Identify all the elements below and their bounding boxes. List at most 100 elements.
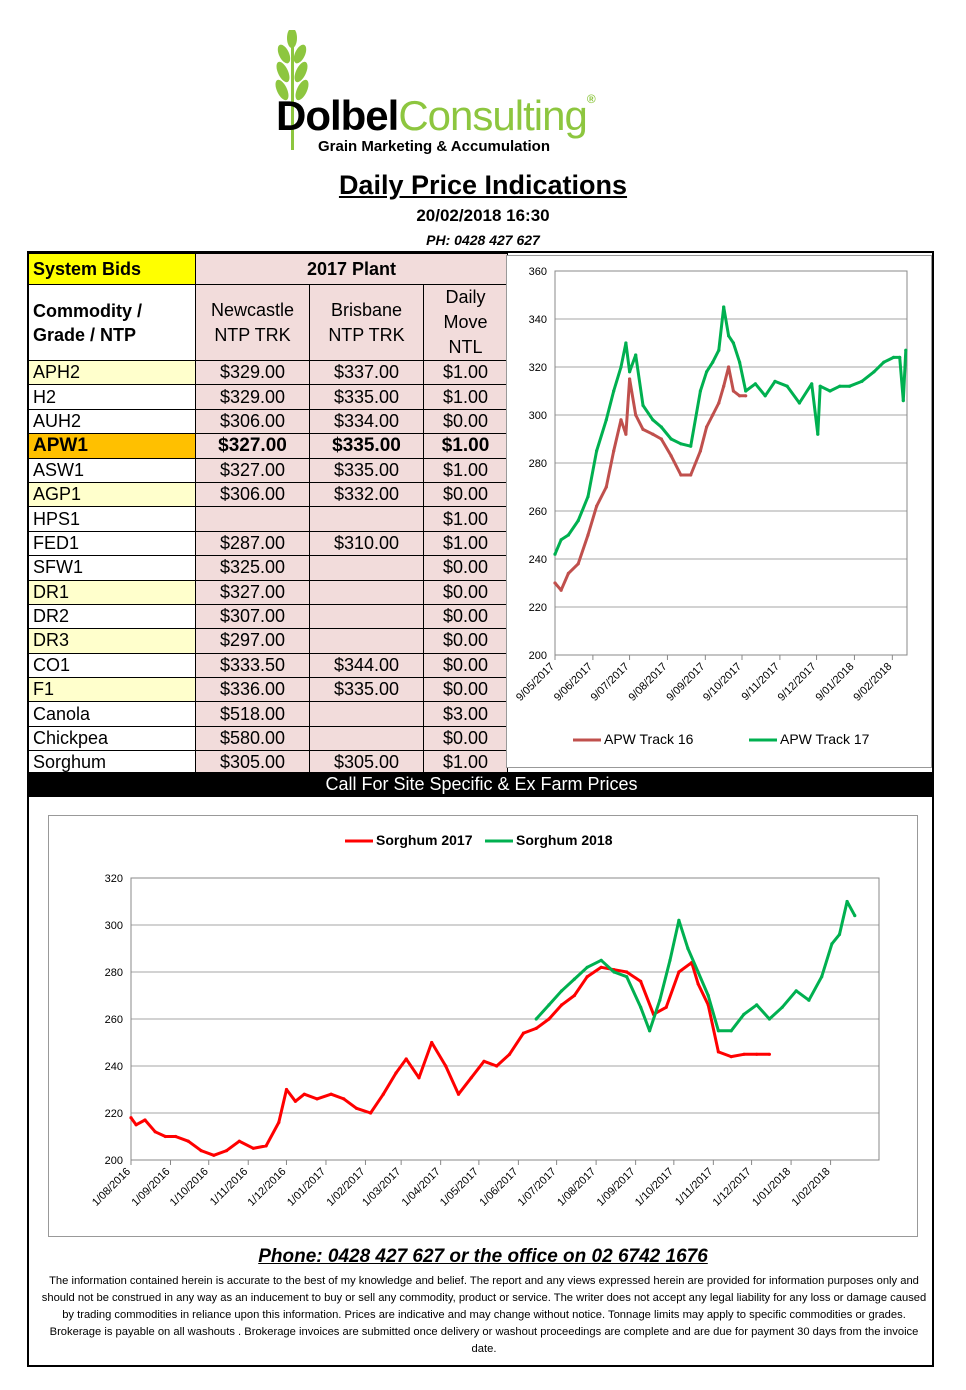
data-point (853, 914, 857, 918)
data-point (612, 389, 616, 393)
data-point (727, 334, 731, 338)
data-point (534, 1017, 538, 1021)
data-point (251, 1146, 255, 1150)
table-row: DR3 $297.00 $0.00 (28, 628, 508, 654)
x-tick-label: 1/05/2017 (438, 1166, 481, 1209)
table-row: FED1 $287.00 $310.00 $1.00 (28, 530, 508, 557)
x-tick-label: 1/03/2017 (360, 1166, 403, 1209)
legend-label: Sorghum 2017 (376, 832, 473, 848)
brisbane-price: $305.00 (309, 750, 424, 776)
data-point (810, 382, 814, 386)
data-point (651, 432, 655, 436)
daily-move: $3.00 (423, 701, 508, 727)
data-point (711, 413, 715, 417)
y-tick-label: 280 (529, 458, 547, 470)
x-tick-label: 1/10/2016 (168, 1166, 211, 1209)
data-point (354, 1106, 359, 1110)
data-point (641, 403, 645, 407)
page-title: Daily Price Indications (338, 170, 628, 200)
data-point (711, 360, 715, 364)
data-point (572, 977, 577, 981)
grade-cell: SFW1 (28, 555, 196, 581)
report-frame (27, 251, 934, 1367)
newcastle-price: $306.00 (195, 408, 310, 435)
data-point (705, 425, 709, 429)
x-tick-label: 9/09/2017 (664, 661, 707, 704)
daily-move: $1.00 (423, 359, 508, 386)
brisbane-price: $332.00 (309, 481, 424, 508)
data-point (744, 394, 748, 398)
x-tick-label: 1/12/2017 (711, 1166, 754, 1209)
brisbane-price: $335.00 (309, 677, 424, 703)
data-point (212, 1153, 216, 1157)
data-point (264, 1144, 268, 1148)
x-tick-label: 1/09/2017 (595, 1166, 638, 1209)
data-point (634, 353, 638, 357)
data-point (430, 1040, 434, 1045)
daily-move: $0.00 (423, 555, 508, 581)
grade-cell: AGP1 (28, 481, 196, 508)
grade-cell: H2 (28, 384, 196, 410)
newcastle-price: $327.00 (195, 433, 310, 459)
data-point (369, 1111, 373, 1115)
table-row: DR2 $307.00 $0.00 (28, 603, 508, 630)
x-tick-label: 1/08/2017 (555, 1166, 598, 1209)
call-banner: Call For Site Specific & Ex Farm Prices (29, 772, 934, 797)
table-row: ASW1 $327.00 $335.00 $1.00 (28, 457, 508, 483)
data-point (639, 1005, 643, 1009)
data-point (381, 1092, 385, 1096)
newcastle-price (195, 506, 310, 532)
data-point (315, 1097, 319, 1101)
x-tick-label: 9/05/2017 (514, 661, 557, 704)
data-point (585, 965, 589, 969)
daily-move: $1.00 (423, 433, 508, 459)
data-point (727, 365, 731, 369)
data-point (785, 384, 789, 388)
x-tick-label: 9/08/2017 (626, 661, 669, 704)
newcastle-price: $305.00 (195, 750, 310, 776)
system-bids-label: System Bids (28, 253, 196, 285)
data-point (553, 581, 557, 585)
data-point (705, 370, 709, 374)
data-point (586, 495, 590, 499)
data-point (586, 533, 590, 537)
data-point (624, 432, 628, 436)
data-point (716, 1029, 721, 1033)
daily-move: $0.00 (423, 579, 508, 605)
data-point (742, 1012, 746, 1016)
x-tick-label: 1/01/2017 (285, 1166, 328, 1209)
daily-move: $1.00 (423, 750, 508, 776)
data-point (559, 588, 563, 592)
data-point (860, 379, 864, 383)
daily-move: $0.00 (423, 408, 508, 435)
brisbane-price: $335.00 (309, 433, 424, 459)
data-point (669, 454, 673, 458)
data-point (668, 958, 672, 962)
sorghum-chart: 200 220 240 260 280 300 320 1/08/2016 1/09/2016 1… (48, 815, 918, 1237)
table-row: F1 $336.00 $335.00 $0.00 (28, 677, 508, 703)
brisbane-price: $335.00 (309, 384, 424, 410)
commodity-header: Commodity / Grade / NTP (28, 284, 196, 361)
data-point (882, 360, 886, 364)
brisbane-price: $310.00 (309, 530, 424, 557)
data-point (456, 1092, 461, 1096)
data-point (469, 1076, 473, 1080)
grade-cell: APH2 (28, 359, 196, 386)
data-point (706, 993, 710, 998)
data-point (828, 389, 832, 393)
data-point (639, 979, 643, 983)
newcastle-price: $518.00 (195, 701, 310, 727)
data-point (342, 1097, 346, 1101)
data-point (763, 394, 767, 398)
brisbane-price (309, 603, 424, 630)
daily-move: $0.00 (423, 628, 508, 654)
data-point (404, 1057, 408, 1061)
data-point (576, 562, 580, 566)
brisbane-price (309, 628, 424, 654)
data-point (830, 942, 834, 946)
registered-mark: ® (586, 92, 596, 106)
data-point (625, 970, 629, 974)
newcastle-price: $336.00 (195, 677, 310, 703)
daily-move: $0.00 (423, 481, 508, 508)
data-point (199, 1149, 203, 1153)
